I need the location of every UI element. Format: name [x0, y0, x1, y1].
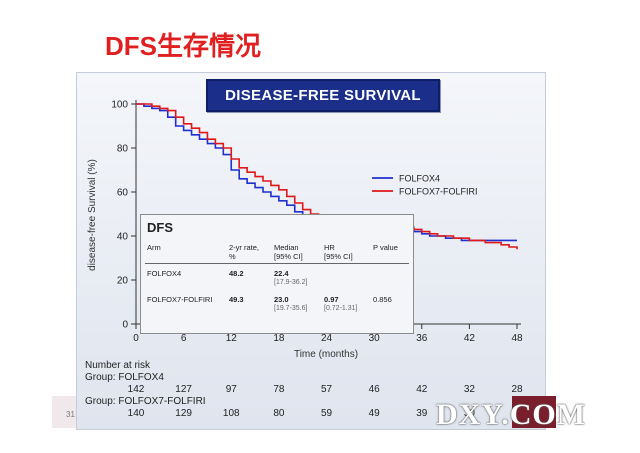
risk-count: 32 — [463, 384, 475, 395]
y-tick-label: 40 — [117, 232, 129, 243]
survival-curves — [136, 103, 518, 250]
number-at-risk-table: Number at risk Group: FOLFOX4 Group: FOL… — [85, 360, 535, 422]
risk-count: 59 — [320, 408, 333, 419]
row1-median: 22.4 — [274, 269, 289, 278]
risk-count: 140 — [127, 408, 145, 419]
risk-count: 127 — [175, 384, 192, 395]
y-tick-label: 60 — [117, 188, 129, 199]
row2-hr-ci: [0.72-1.31] — [324, 305, 358, 312]
risk-count: 46 — [368, 384, 380, 395]
risk-count: 30 — [463, 408, 475, 419]
curve-folfox7-folfiri — [136, 103, 518, 250]
row2-p-value: 0.856 — [373, 295, 392, 304]
slide-title: DFS生存情况 — [105, 31, 262, 61]
y-tick-label: 20 — [117, 276, 129, 287]
x-tick-label: 30 — [369, 333, 381, 344]
x-tick-label: 0 — [133, 333, 139, 344]
header-median-line2: [95% CI] — [274, 252, 303, 261]
dfs-table-title: DFS — [147, 220, 173, 235]
header-median-line1: Median — [274, 243, 299, 252]
risk-count: 108 — [222, 408, 240, 419]
x-tick-label: 42 — [464, 333, 476, 344]
y-tick-label: 80 — [117, 144, 129, 155]
row2-median: 23.0 — [274, 295, 289, 304]
y-tick-label: 100 — [111, 100, 128, 111]
header-p-value: P value — [373, 243, 398, 252]
x-tick-label: 48 — [511, 333, 523, 344]
table-divider — [145, 263, 409, 264]
legend-label: FOLFOX7-FOLFIRI — [399, 187, 478, 197]
risk-count: 28 — [511, 384, 523, 395]
dfs-summary-table: DFS Arm 2-yr rate, % Median [95% CI] HR … — [140, 214, 414, 334]
y-tick-label: 0 — [122, 320, 128, 331]
legend: FOLFOX4 FOLFOX7-FOLFIRI — [372, 174, 478, 197]
row1-rate: 48.2 — [229, 269, 244, 278]
watermark: DXY.COM — [436, 398, 587, 431]
slide-footer-accent — [52, 396, 76, 428]
watermark-accent — [512, 396, 556, 428]
header-hr-line1: HR — [324, 243, 335, 252]
row2-hr: 0.97 — [324, 295, 339, 304]
risk-group-label-folfox7: Group: FOLFOX7-FOLFIRI — [85, 396, 206, 407]
x-tick-label: 24 — [321, 333, 333, 344]
legend-label: FOLFOX4 — [399, 174, 440, 184]
header-rate-line2: % — [229, 252, 236, 261]
row2-median-ci: [19.7-35.6] — [274, 305, 308, 312]
chart-banner: DISEASE-FREE SURVIVAL — [206, 79, 440, 112]
curve-folfox4 — [136, 103, 517, 242]
row1-median-ci: [17.9-36.2] — [274, 279, 308, 286]
row2-rate: 49.3 — [229, 295, 244, 304]
risk-count: 39 — [416, 408, 428, 419]
x-tick-label: 12 — [226, 333, 238, 344]
risk-count: 142 — [127, 384, 145, 395]
risk-count: 97 — [225, 384, 237, 395]
y-axis-label: disease-free Survival (%) — [87, 159, 98, 271]
risk-group-label-folfox4: Group: FOLFOX4 — [85, 372, 164, 383]
risk-count: 57 — [320, 384, 333, 395]
slide-number: 31 — [66, 410, 75, 419]
x-tick-label: 18 — [273, 333, 285, 344]
risk-count: 78 — [273, 384, 285, 395]
x-axis-label: Time (months) — [294, 349, 358, 360]
row2-arm: FOLFOX7-FOLFIRI — [147, 295, 213, 304]
x-tick-label: 6 — [181, 333, 187, 344]
risk-count: 129 — [175, 408, 192, 419]
row1-arm: FOLFOX4 — [147, 269, 182, 278]
risk-count: 42 — [416, 384, 428, 395]
header-arm: Arm — [147, 243, 161, 252]
header-rate-line1: 2-yr rate, — [229, 243, 260, 252]
header-hr-line2: [95% CI] — [324, 252, 353, 261]
risk-table-title: Number at risk — [85, 360, 151, 371]
risk-count: 80 — [273, 408, 285, 419]
risk-count: 49 — [368, 408, 380, 419]
x-tick-label: 36 — [416, 333, 428, 344]
